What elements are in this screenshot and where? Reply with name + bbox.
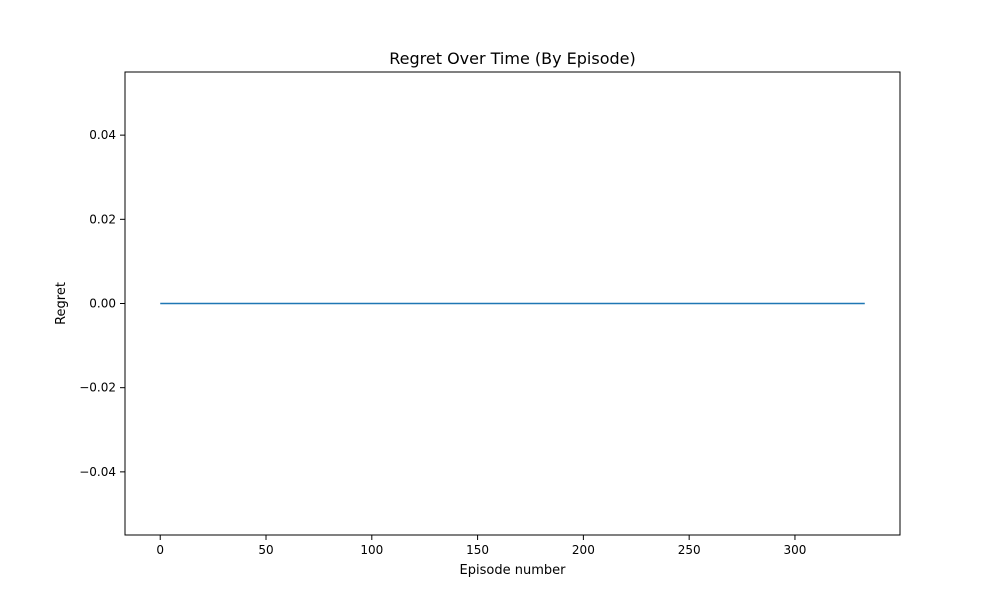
x-tick-label: 50 (258, 543, 273, 557)
y-axis-title: Regret (54, 282, 69, 325)
x-tick-label: 300 (783, 543, 806, 557)
y-tick-label: 0.04 (89, 128, 116, 142)
x-tick-label: 150 (466, 543, 489, 557)
y-tick-label: −0.02 (79, 381, 116, 395)
x-axis-ticks: 0 50 100 150 200 250 300 (156, 535, 806, 557)
y-tick-label: −0.04 (79, 465, 116, 479)
x-tick-label: 250 (678, 543, 701, 557)
chart-title: Regret Over Time (By Episode) (389, 49, 636, 68)
y-tick-label: 0.02 (89, 212, 116, 226)
x-axis-title: Episode number (460, 563, 567, 578)
y-axis-ticks: −0.04 −0.02 0.00 0.02 0.04 (79, 128, 125, 479)
x-tick-label: 200 (572, 543, 595, 557)
x-tick-label: 100 (360, 543, 383, 557)
y-tick-label: 0.00 (89, 297, 116, 311)
x-tick-label: 0 (156, 543, 164, 557)
